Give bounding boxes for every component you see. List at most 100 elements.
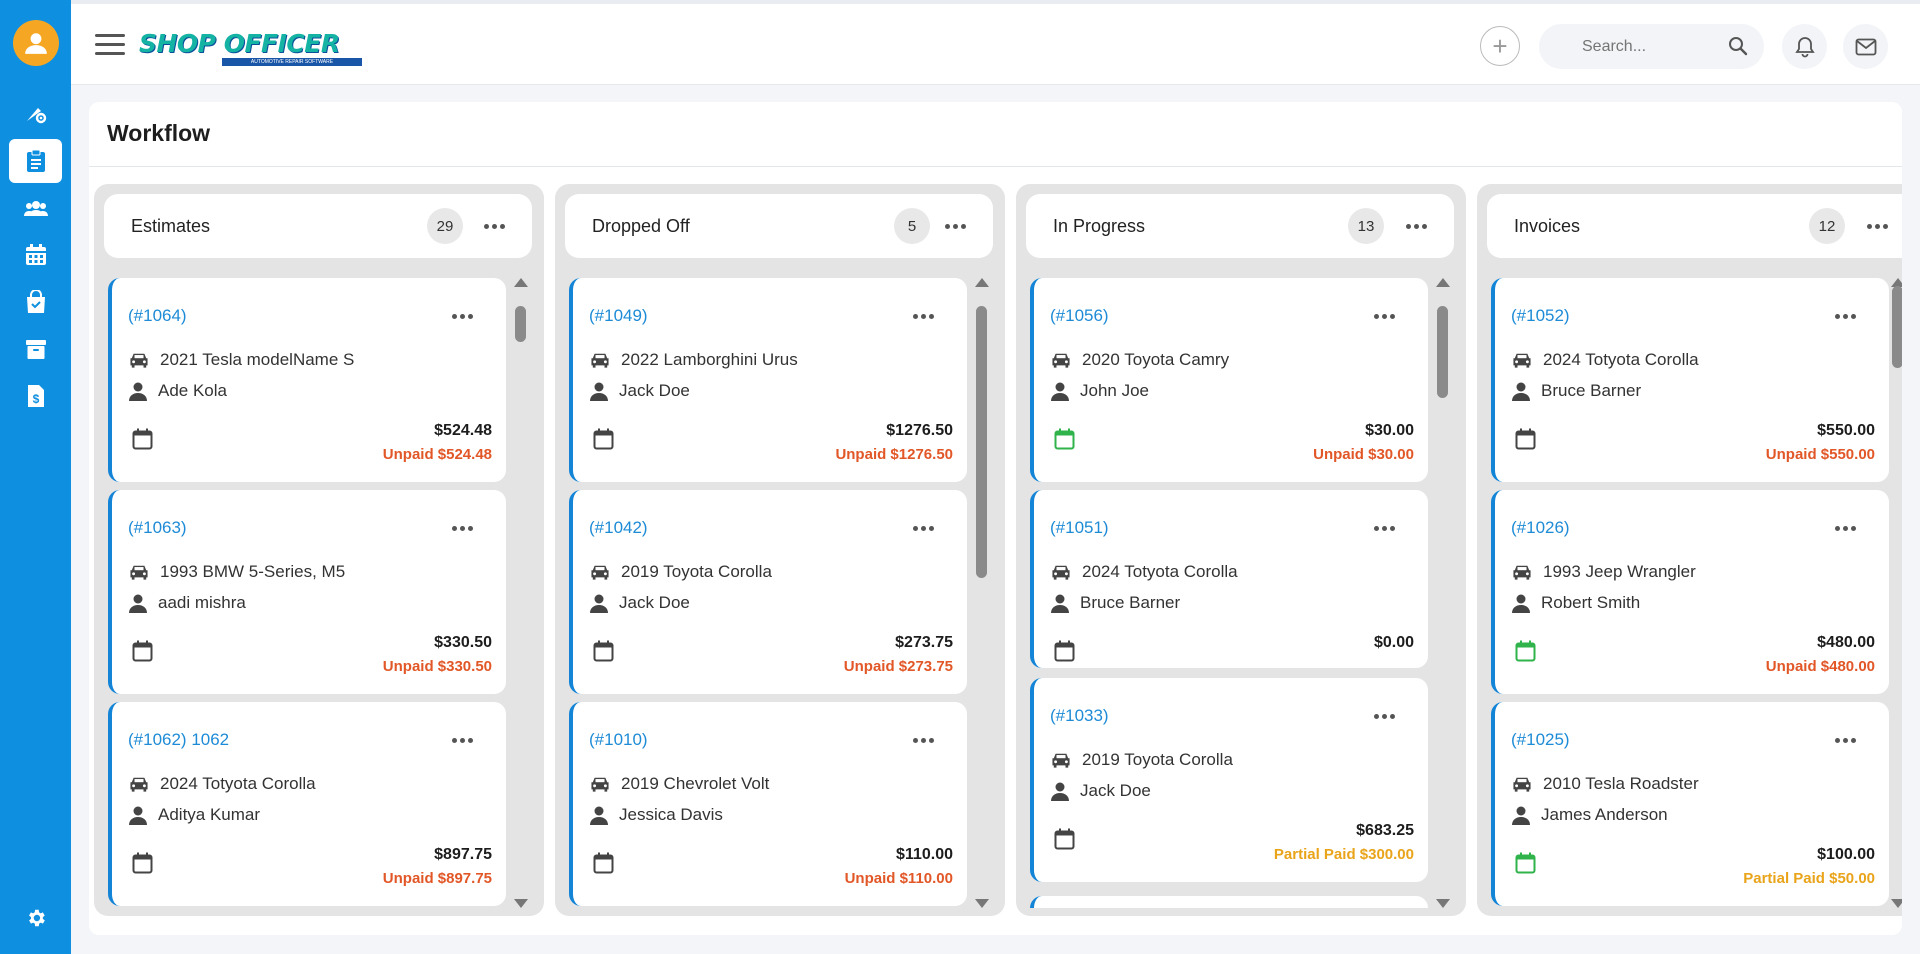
sidebar-item-invoices[interactable]: $ [9,374,62,418]
scroll-up-arrow[interactable] [1891,278,1902,287]
sidebar-item-tools[interactable] [9,92,62,136]
scroll-thumb[interactable] [1892,286,1902,368]
column-more-button[interactable] [484,224,506,230]
sidebar-item-workflow[interactable] [9,139,62,183]
job-id-link[interactable]: (#1042) [589,518,648,537]
job-card[interactable] [1030,896,1428,908]
notifications-button[interactable] [1782,24,1827,69]
sidebar-item-settings[interactable] [9,896,62,940]
job-id-link[interactable]: (#1064) [128,306,187,325]
card-more-button[interactable] [913,526,934,531]
brand-logo[interactable]: SHOP OFFICER AUTOMOTIVE REPAIR SOFTWARE [139,20,362,66]
search-input[interactable] [1582,37,1712,56]
scroll-down-arrow[interactable] [975,899,989,908]
sidebar-item-customers[interactable] [9,186,62,230]
calendar-button[interactable] [1515,428,1536,455]
job-card[interactable]: (#1042) 2019 Toyota Corolla Jack Doe $273.7… [569,490,967,694]
card-more-button[interactable] [1374,714,1395,719]
sidebar-item-parts[interactable] [9,280,62,324]
card-more-button[interactable] [1835,314,1856,319]
messages-button[interactable] [1843,24,1888,69]
add-button[interactable]: + [1480,26,1520,66]
menu-toggle-button[interactable] [95,34,125,56]
column-scrollbar[interactable] [1434,278,1450,908]
scroll-down-arrow[interactable] [514,899,528,908]
job-card[interactable]: (#1049) 2022 Lamborghini Urus Jack Doe $127… [569,278,967,482]
job-card[interactable]: (#1026) 1993 Jeep Wrangler Robert Smith $48… [1491,490,1889,694]
job-id-link[interactable]: (#1051) [1050,518,1109,537]
job-amount: $480.00 [1817,634,1875,651]
vehicle-name: 2019 Toyota Corolla [1082,750,1233,769]
job-id-link[interactable]: (#1026) [1511,518,1570,537]
job-id-link[interactable]: (#1063) [128,518,187,537]
calendar-button[interactable] [1054,828,1075,855]
search-icon[interactable] [1728,36,1748,56]
card-more-button[interactable] [1835,738,1856,743]
calendar-button[interactable] [1054,640,1075,667]
customer-row: Robert Smith [1511,593,1640,613]
scroll-thumb[interactable] [976,306,987,578]
column-more-button[interactable] [945,224,967,230]
column-scrollbar[interactable] [1889,278,1902,908]
job-id-link[interactable]: (#1052) [1511,306,1570,325]
column-more-button[interactable] [1406,224,1428,230]
job-card[interactable]: (#1051) 2024 Totyota Corolla Bruce Barner $… [1030,490,1428,668]
column-in-progress: In Progress 13 (#1056) 2020 Toyota Camry Joh… [1016,184,1466,916]
card-more-button[interactable] [452,526,473,531]
calendar-button[interactable] [593,640,614,667]
customer-name: Jessica Davis [619,805,723,824]
scroll-down-arrow[interactable] [1891,899,1902,908]
job-card[interactable]: (#1052) 2024 Totyota Corolla Bruce Barner $… [1491,278,1889,482]
card-more-button[interactable] [1374,314,1395,319]
job-card[interactable]: (#1056) 2020 Toyota Camry John Joe $30.00 Un… [1030,278,1428,482]
job-id-link[interactable]: (#1062) 1062 [128,730,230,749]
calendar-button[interactable] [593,428,614,455]
card-more-button[interactable] [1835,526,1856,531]
card-more-button[interactable] [913,314,934,319]
job-id-link[interactable]: (#1025) [1511,730,1570,749]
sidebar-item-inventory[interactable] [9,327,62,371]
hamburger-line [95,43,125,46]
calendar-button[interactable] [1054,428,1075,455]
card-more-button[interactable] [1374,526,1395,531]
calendar-button[interactable] [593,852,614,879]
user-avatar[interactable] [13,20,59,66]
calendar-button[interactable] [132,852,153,879]
column-scrollbar[interactable] [973,278,989,908]
job-card[interactable]: (#1033) 2019 Toyota Corolla Jack Doe $683.2… [1030,678,1428,882]
scroll-up-arrow[interactable] [1436,278,1450,287]
column-scrollbar[interactable] [512,278,528,908]
scroll-up-arrow[interactable] [975,278,989,287]
calendar-button[interactable] [132,428,153,455]
person-icon [129,594,147,613]
customer-row: Ade Kola [128,381,227,401]
job-id-link[interactable]: (#1010) [589,730,648,749]
job-id-link[interactable]: (#1033) [1050,706,1109,725]
vehicle-name: 1993 BMW 5-Series, M5 [160,562,346,581]
calendar-button[interactable] [132,640,153,667]
column-more-button[interactable] [1867,224,1889,230]
job-card[interactable]: (#1062) 1062 2024 Totyota Corolla Aditya K… [108,702,506,906]
job-card[interactable]: (#1010) 2019 Chevrolet Volt Jessica Davis $… [569,702,967,906]
sidebar-item-calendar[interactable] [9,233,62,277]
payment-status: Unpaid $330.50 [382,658,492,675]
calendar-button[interactable] [1515,640,1536,667]
scroll-thumb[interactable] [1437,306,1448,398]
calendar-icon [132,640,153,662]
card-more-button[interactable] [913,738,934,743]
invoice-dollar-icon: $ [27,385,44,407]
scroll-thumb[interactable] [515,306,526,342]
calendar-button[interactable] [1515,852,1536,879]
customer-row: Jack Doe [589,381,690,401]
column-estimates: Estimates 29 (#1064) 2021 Tesla modelName S… [94,184,544,916]
card-more-button[interactable] [452,314,473,319]
job-id-link[interactable]: (#1056) [1050,306,1109,325]
job-card[interactable]: (#1025) 2010 Tesla Roadster James Anderson… [1491,702,1889,906]
job-card[interactable]: (#1064) 2021 Tesla modelName S Ade Kola $52… [108,278,506,482]
job-card[interactable]: (#1063) 1993 BMW 5-Series, M5 aadi mishra $… [108,490,506,694]
scroll-up-arrow[interactable] [514,278,528,287]
job-id-link[interactable]: (#1049) [589,306,648,325]
card-more-button[interactable] [452,738,473,743]
scroll-down-arrow[interactable] [1436,899,1450,908]
vehicle-name: 2022 Lamborghini Urus [621,350,798,369]
